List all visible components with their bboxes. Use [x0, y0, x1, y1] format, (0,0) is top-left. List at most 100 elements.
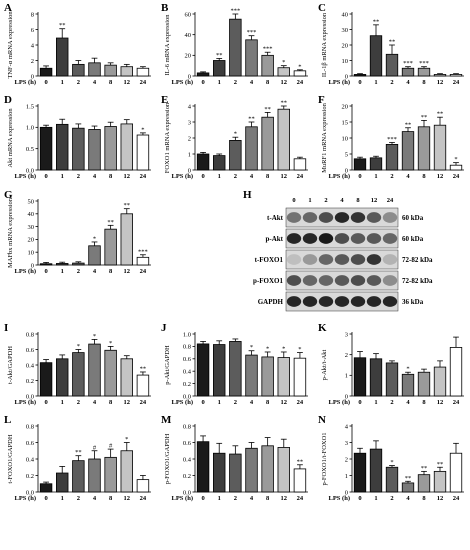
x-tick-label: 8: [422, 495, 426, 502]
y-tick-label: 5: [345, 151, 348, 158]
panel-letter: K: [318, 322, 327, 334]
y-tick-label: 2: [345, 352, 348, 359]
bar: [369, 448, 383, 493]
blot-band: [318, 254, 334, 265]
significance-label: *: [298, 346, 301, 353]
bar: [261, 356, 274, 397]
bar: [245, 39, 258, 77]
bar: [293, 357, 307, 397]
bar: [120, 213, 133, 266]
bar: [261, 54, 274, 77]
blot-band: [334, 275, 350, 286]
x-tick-label: 24: [140, 399, 147, 406]
x-tick-label: 2: [390, 495, 393, 502]
bar: [72, 460, 85, 493]
x-tick-label: 8: [266, 495, 270, 502]
y-tick-label: 4: [31, 42, 35, 49]
bar: [120, 450, 133, 493]
y-tick-label: 20: [342, 42, 349, 49]
x-tick-label: 1: [374, 173, 377, 180]
bar: [417, 474, 431, 493]
bar: [196, 441, 210, 493]
significance-label: *: [141, 126, 144, 133]
blot-band: [286, 233, 302, 244]
x-tick-label: 4: [93, 495, 97, 502]
molecular-weight-label: 72-82 kDa: [402, 256, 433, 264]
y-tick-label: 10: [28, 250, 35, 257]
y-tick-label: 0.8: [26, 331, 34, 338]
bar: [120, 123, 133, 171]
panel-letter: M: [161, 414, 172, 426]
bar: [245, 126, 258, 171]
y-tick-label: 0: [345, 393, 348, 400]
significance-label: *: [406, 366, 409, 373]
blot-band: [318, 275, 334, 286]
molecular-weight-label: 72-82 kDa: [402, 277, 433, 285]
bar: [72, 262, 85, 266]
bar: [39, 126, 53, 171]
bar: [88, 129, 101, 171]
bar-chart: IL-6 mRNA expression02040600**1***2***4*…: [164, 8, 308, 86]
y-tick-label: 0.6: [183, 440, 192, 447]
bar: [229, 140, 242, 171]
x-tick-label: 4: [93, 173, 97, 180]
x-tick-label: 24: [297, 79, 304, 86]
y-tick-label: 0.6: [183, 356, 192, 363]
significance-label: **: [421, 114, 428, 121]
x-tick-label: 24: [140, 268, 147, 275]
x-tick-label: 0: [44, 399, 47, 406]
bar: [136, 67, 150, 77]
x-tick-label: 12: [124, 495, 131, 502]
x-tick-label: 8: [109, 399, 113, 406]
bar: [104, 126, 117, 171]
significance-label: *: [93, 235, 96, 242]
y-tick-label: 0: [31, 73, 34, 80]
blot-band: [366, 254, 382, 265]
x-tick-label: 1: [218, 495, 221, 502]
y-axis-label: FOXO1 mRNA expression: [164, 102, 171, 173]
bar-chart: t-FOXO1/GAPDH 0.0 0.2 0.4 0.6 0.8 0 1 ** 2 #4 #8 * 12…: [7, 423, 151, 502]
x-axis-label: LPS (h): [172, 173, 194, 180]
y-axis-label: TNF-α mRNA expression: [7, 11, 14, 79]
x-tick-label: 4: [406, 495, 410, 502]
molecular-weight-label: 36 kDa: [402, 298, 424, 306]
significance-label: *: [93, 333, 96, 340]
y-axis-label: p-Akt/GAPDH: [164, 345, 171, 385]
x-tick-label: 1: [218, 173, 221, 180]
bar: [88, 458, 101, 493]
panel-letter: N: [318, 414, 326, 426]
blot-band: [334, 296, 350, 307]
x-tick-label: 24: [453, 495, 460, 502]
x-tick-label: 0: [358, 399, 361, 406]
y-tick-label: 3: [345, 440, 348, 447]
x-tick-label: 2: [234, 173, 237, 180]
bar: [293, 70, 307, 77]
x-tick-label: 2: [234, 495, 237, 502]
x-tick-label: 12: [124, 399, 131, 406]
x-tick-label: 4: [406, 399, 410, 406]
y-tick-label: 1.0: [183, 331, 191, 338]
x-tick-label: 12: [124, 173, 131, 180]
significance-label: **: [373, 18, 380, 25]
significance-label: *: [266, 345, 269, 352]
bar: [136, 256, 150, 266]
bar: [385, 466, 399, 493]
bar: [293, 158, 307, 171]
y-tick-label: 20: [185, 53, 192, 60]
molecular-weight-label: 60 kDa: [402, 235, 424, 243]
x-tick-label: 2: [390, 399, 393, 406]
blot-band: [350, 254, 366, 265]
blot-band: [382, 254, 398, 265]
x-tick-label: 0: [201, 173, 204, 180]
significance-label: **: [281, 100, 288, 107]
significance-label: **: [59, 22, 66, 29]
x-axis-label: LPS (h): [15, 268, 37, 275]
